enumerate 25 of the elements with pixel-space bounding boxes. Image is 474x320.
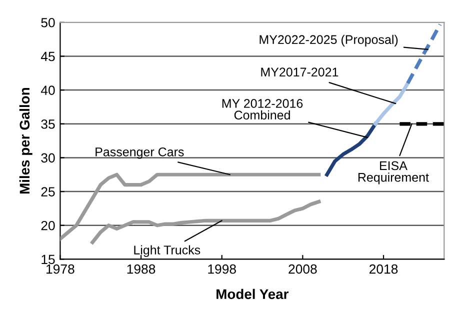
y-tick-label: 50: [41, 18, 55, 28]
x-tick-label: 2008: [288, 264, 317, 274]
annotation: Passenger Cars: [96, 147, 184, 159]
line-series: [90, 200, 321, 244]
x-tick-label: 1978: [46, 264, 74, 274]
y-tick-label: 40: [40, 86, 55, 95]
x-tick-label: 1998: [208, 264, 236, 274]
line-series: [60, 172, 321, 241]
y-tick-label: 30: [41, 153, 55, 163]
annotation: EISA Requirement: [358, 161, 429, 184]
x-tick-label: 1988: [127, 264, 156, 274]
line-series: [374, 81, 410, 126]
y-tick-label: 45: [40, 52, 55, 62]
y-tick-label: 20: [41, 220, 55, 230]
annotation: Light Trucks: [134, 245, 200, 257]
x-tick-label: 2018: [370, 264, 398, 274]
annotation: MY2022-2025 (Proposal): [260, 34, 398, 46]
annotation: MY2017-2021: [261, 68, 338, 76]
x-axis-title: Model Year: [216, 288, 289, 300]
y-tick-label: 15: [42, 254, 55, 264]
y-tick-label: 25: [41, 187, 55, 196]
line-series: [406, 22, 442, 86]
y-axis-title: Miles per Gallon: [19, 88, 32, 194]
annotation: MY 2012-2016 Combined: [222, 99, 303, 120]
y-tick-label: 35: [41, 119, 55, 129]
